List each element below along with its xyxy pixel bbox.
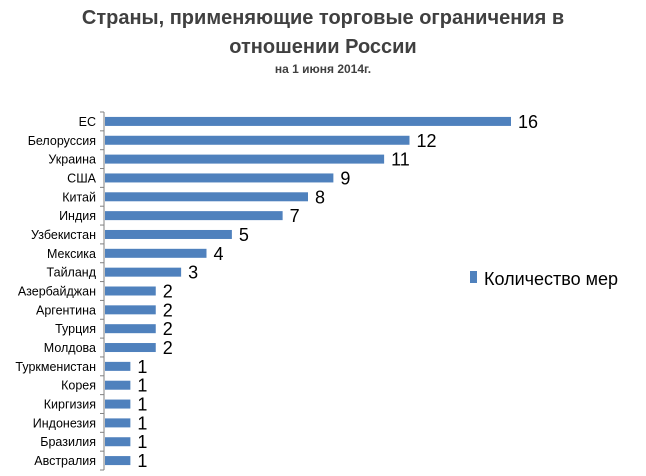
bar-12	[105, 343, 156, 353]
value-label: 9	[340, 168, 350, 188]
bar-16	[105, 418, 131, 428]
value-label: 7	[290, 206, 300, 226]
bar-14	[105, 380, 131, 390]
legend-label: Количество мер	[484, 269, 618, 289]
bar-5	[105, 211, 283, 221]
category-label: Азербайджан	[18, 285, 96, 299]
value-label: 5	[239, 225, 249, 245]
value-label: 4	[214, 244, 224, 264]
category-label: Китай	[62, 190, 96, 204]
value-label: 2	[163, 300, 173, 320]
value-label: 1	[137, 395, 147, 415]
category-label: Тайланд	[47, 266, 97, 280]
category-label: США	[67, 171, 96, 185]
category-label: Украина	[48, 153, 96, 167]
bar-9	[105, 286, 156, 296]
legend-swatch	[470, 271, 477, 283]
value-label: 1	[137, 413, 147, 433]
legend: Количество мер	[470, 269, 618, 289]
category-label: Турция	[55, 322, 96, 336]
category-label: Индонезия	[33, 416, 96, 430]
value-label: 2	[163, 319, 173, 339]
bar-4	[105, 192, 308, 202]
bar-2	[105, 154, 385, 164]
value-label: 16	[518, 112, 538, 132]
value-label: 1	[137, 451, 147, 471]
value-label: 1	[137, 376, 147, 396]
value-label: 1	[137, 432, 147, 452]
value-label: 3	[188, 263, 198, 283]
value-label: 2	[163, 282, 173, 302]
value-label: 1	[137, 357, 147, 377]
bar-17	[105, 437, 131, 447]
bar-18	[105, 456, 131, 466]
chart-title-line-2: отношении России	[229, 36, 416, 58]
bar-11	[105, 324, 156, 334]
value-label: 8	[315, 187, 325, 207]
bar-10	[105, 305, 156, 315]
category-label: Корея	[61, 379, 96, 393]
bars-layer	[100, 111, 511, 471]
bar-13	[105, 361, 131, 371]
category-label: Узбекистан	[31, 228, 96, 242]
chart-subtitle: на 1 июня 2014г.	[275, 62, 371, 76]
bar-8	[105, 267, 182, 277]
value-label: 2	[163, 338, 173, 358]
category-label: Австралия	[34, 454, 96, 468]
bar-7	[105, 248, 207, 258]
category-label: Молдова	[44, 341, 96, 355]
chart-title-line-1: Страны, применяющие торговые ограничения…	[82, 7, 564, 29]
bar-1	[105, 135, 410, 145]
bar-0	[105, 116, 511, 126]
value-label: 12	[417, 131, 437, 151]
category-label: Индия	[59, 209, 96, 223]
bar-6	[105, 229, 232, 239]
bar-3	[105, 173, 334, 183]
category-label: Аргентина	[36, 303, 96, 317]
category-label: Мексика	[47, 247, 96, 261]
category-label: Киргизия	[44, 398, 96, 412]
category-label: ЕС	[79, 115, 96, 129]
category-labels-layer: ЕС Белоруссия Украина США Китай Индия Узбекист…	[15, 115, 96, 468]
value-label: 11	[391, 150, 410, 170]
category-label: Туркменистан	[15, 360, 96, 374]
category-label: Белоруссия	[28, 134, 96, 148]
bar-15	[105, 399, 131, 409]
category-label: Бразилия	[40, 435, 96, 449]
